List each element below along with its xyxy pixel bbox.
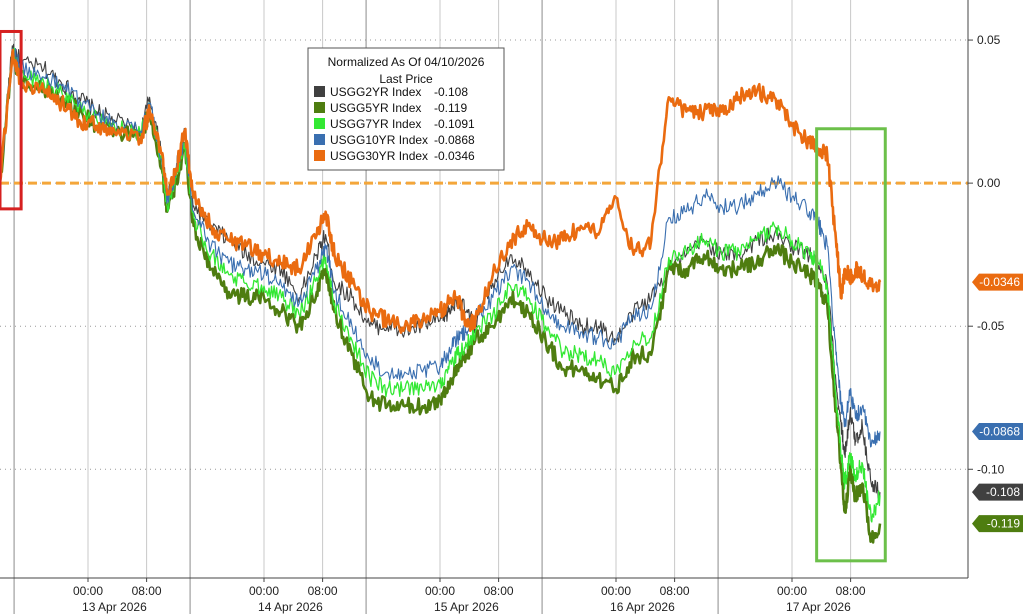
x-time-label: 00:00 [249, 584, 279, 598]
green-highlight-box [815, 127, 887, 563]
legend-swatch [314, 102, 325, 113]
y-tick-label: -0.10 [977, 462, 1005, 476]
value-badge [972, 483, 1023, 501]
x-time-label: 08:00 [660, 584, 690, 598]
series-line-usgg7yr [0, 47, 881, 523]
y-axis-ticks: 0.05 0.00 -0.05 -0.10 [968, 33, 1005, 476]
legend-entry-name: USGG5YR Index [330, 101, 421, 115]
x-date-label: 13 Apr 2026 [82, 600, 147, 614]
legend-swatch [314, 134, 325, 145]
x-time-label: 00:00 [777, 584, 807, 598]
series-line-usgg30yr [0, 48, 882, 334]
legend-swatch [314, 118, 325, 129]
series-line-usgg5yr [0, 52, 882, 544]
x-time-label: 00:00 [73, 584, 103, 598]
x-time-label: 08:00 [836, 584, 866, 598]
legend-swatch [314, 86, 325, 97]
legend-entry-name: USGG10YR Index [330, 133, 428, 147]
legend-box [307, 47, 505, 171]
legend-entry-value: -0.119 [434, 101, 467, 115]
legend-entry-name: USGG2YR Index [330, 85, 421, 99]
value-badge [972, 515, 1023, 533]
last-value-badges: -0.0346 -0.0868 -0.108 -0.119 [972, 273, 1023, 533]
legend-entry-value: -0.108 [434, 85, 468, 99]
value-badge-label: -0.0868 [979, 424, 1020, 438]
x-time-label: 08:00 [484, 584, 514, 598]
y-tick-label: 0.00 [977, 176, 1001, 190]
axes [0, 0, 969, 579]
y-tick-label: -0.05 [977, 319, 1005, 333]
x-date-label: 16 Apr 2026 [610, 600, 675, 614]
legend-entry-value: -0.1091 [434, 117, 475, 131]
x-date-label: 14 Apr 2026 [258, 600, 323, 614]
legend-subtitle: Last Price [379, 72, 433, 86]
x-axis-ticks: 00:00 08:00 00:00 08:00 00:00 08:00 00:00 08:00… [73, 578, 866, 614]
legend-title: Normalized As Of 04/10/2026 [328, 55, 485, 69]
series-lines [0, 43, 882, 544]
value-badge [972, 422, 1023, 440]
legend-swatch [314, 150, 325, 161]
x-date-label: 15 Apr 2026 [434, 600, 499, 614]
legend-entry-value: -0.0868 [434, 133, 475, 147]
value-badge-label: -0.0346 [979, 275, 1020, 289]
legend-entry-name: USGG7YR Index [330, 117, 421, 131]
x-time-label: 08:00 [132, 584, 162, 598]
value-badge-label: -0.119 [987, 517, 1020, 531]
legend-entry-name: USGG30YR Index [330, 149, 428, 163]
x-time-label: 08:00 [308, 584, 338, 598]
x-date-label: 17 Apr 2026 [786, 600, 851, 614]
legend-entry-value: -0.0346 [434, 149, 475, 163]
x-time-label: 00:00 [425, 584, 455, 598]
red-highlight-box [0, 29, 23, 211]
x-time-label: 00:00 [601, 584, 631, 598]
value-badge [972, 273, 1023, 291]
y-tick-label: 0.05 [977, 33, 1001, 47]
value-badge-label: -0.108 [986, 485, 1020, 499]
highlight-boxes [0, 29, 887, 563]
